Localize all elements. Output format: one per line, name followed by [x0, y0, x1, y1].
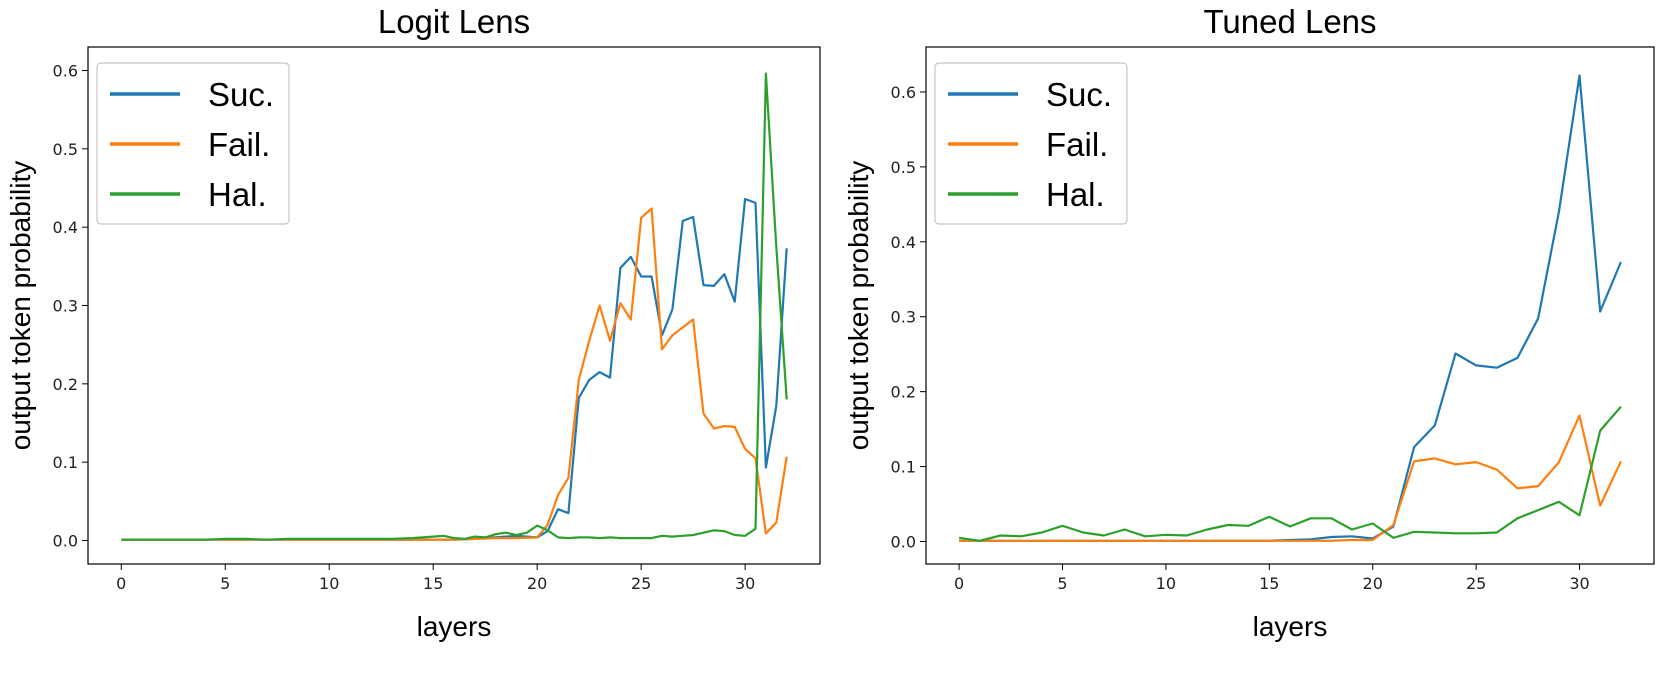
x-axis-label: layers	[417, 611, 492, 642]
panel-tuned-lens: Tuned Lens 0 5 10 15 20 25 30 0.0 0.1 0.2 0.3 0.4 0.5…	[843, 3, 1655, 642]
panel-logit-lens: Logit Lens 0 5 10 15 20 25 30 0.0 0.1 0.2 0.3 0.4 0.5…	[5, 3, 821, 642]
series-line-suc	[121, 197, 788, 541]
y-axis-label: output token probability	[5, 161, 36, 451]
x-tick-label: 20	[1363, 574, 1383, 593]
legend-label: Suc.	[208, 76, 274, 113]
plot-frame	[925, 46, 1655, 565]
y-tick-label: 0.6	[891, 83, 916, 102]
legend: Suc. Fail. Hal.	[96, 62, 290, 225]
y-tick-label: 0.6	[53, 62, 78, 81]
y-tick-label: 0.5	[53, 140, 78, 159]
y-tick-label: 0.4	[891, 233, 916, 252]
y-tick-label: 0.3	[891, 308, 916, 327]
y-tick-label: 0.0	[53, 532, 78, 551]
x-tick-label: 25	[1466, 574, 1486, 593]
x-tick-label: 0	[116, 574, 126, 593]
legend-label: Fail.	[208, 126, 270, 163]
x-tick-label: 10	[319, 574, 339, 593]
y-tick-label: 0.4	[53, 218, 78, 237]
series-line-fail	[959, 414, 1622, 542]
y-tick-label: 0.2	[53, 375, 78, 394]
x-axis-label: layers	[1253, 611, 1328, 642]
x-tick-label: 30	[1569, 574, 1589, 593]
series-line-hal	[958, 405, 1622, 542]
x-tick-label: 5	[220, 574, 230, 593]
y-tick-label: 0.3	[53, 297, 78, 316]
series-line-hal	[121, 72, 788, 541]
y-axis-label: output token probability	[843, 161, 874, 451]
y-tick-label: 0.1	[53, 453, 78, 472]
legend-label: Fail.	[1046, 126, 1108, 163]
y-tick-label: 0.1	[891, 458, 916, 477]
x-tick-label: 15	[1259, 574, 1279, 593]
y-tick-label: 0.0	[891, 533, 916, 552]
x-tick-label: 0	[954, 574, 964, 593]
series-line-fail	[121, 207, 788, 541]
y-tick-label: 0.5	[891, 158, 916, 177]
x-tick-label: 5	[1057, 574, 1067, 593]
legend-label: Hal.	[208, 176, 267, 213]
y-tick-label: 0.2	[891, 383, 916, 402]
x-tick-label: 15	[423, 574, 443, 593]
legend: Suc. Fail. Hal.	[934, 62, 1128, 225]
x-tick-label: 10	[1156, 574, 1176, 593]
chart-title: Tuned Lens	[1203, 3, 1376, 40]
legend-box	[934, 62, 1128, 225]
legend-label: Hal.	[1046, 176, 1105, 213]
x-tick-label: 20	[527, 574, 547, 593]
x-tick-label: 30	[735, 574, 755, 593]
chart-title: Logit Lens	[378, 3, 530, 40]
x-tick-label: 25	[631, 574, 651, 593]
legend-label: Suc.	[1046, 76, 1112, 113]
legend-box	[96, 62, 290, 225]
